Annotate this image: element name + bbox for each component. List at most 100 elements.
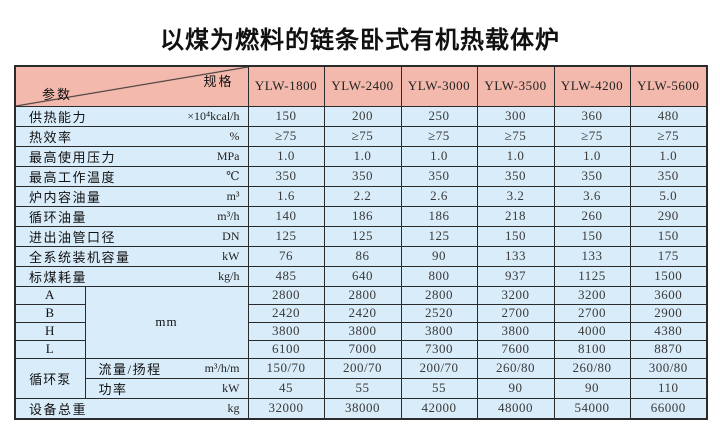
value-cell: 2800 [400, 285, 478, 305]
param-row: 标煤耗量 kg/h 485 640 800 937 1125 1500 [14, 265, 708, 287]
value-cell: 260/80 [476, 357, 555, 379]
value-cell: 150/70 [247, 357, 325, 379]
value-cell: 800 [400, 265, 478, 287]
value-cell: 360 [553, 105, 631, 127]
value-cell: 150 [629, 225, 708, 247]
value-cell: 2900 [629, 303, 708, 323]
value-cell: 260/80 [553, 357, 631, 379]
param-unit: m³/h [217, 208, 240, 223]
value-cell: 2420 [247, 303, 325, 323]
param-label: 炉内容油量 [29, 189, 102, 205]
value-cell: 1.0 [553, 145, 631, 167]
param-label-cell: 供热能力 ×10⁴kcal/h [14, 105, 249, 127]
value-cell: 2520 [400, 303, 478, 323]
value-cell: 133 [476, 245, 555, 267]
dimension-label-cell: H [14, 321, 86, 341]
pump-param-unit: m³/h/m [204, 360, 240, 375]
param-label: 进出油管口径 [29, 229, 117, 245]
value-cell: 3800 [400, 321, 478, 341]
param-label-cell: 最高工作温度 ℃ [14, 165, 249, 187]
value-cell: 3800 [247, 321, 325, 341]
table-header: 规格 参数 YLW-1800 YLW-2400 YLW-3000 YLW-350… [14, 65, 708, 107]
value-cell: 66000 [629, 397, 708, 419]
value-cell: 1.0 [323, 145, 402, 167]
value-cell: 76 [247, 245, 325, 267]
dimension-unit-cell: mm [84, 285, 249, 359]
corner-spec-label: 规格 [203, 74, 234, 89]
param-label-cell: 标煤耗量 kg/h [14, 265, 249, 287]
value-cell: 1.0 [476, 145, 555, 167]
table-body: 供热能力 ×10⁴kcal/h 150 200 250 300 360 480 热效率% ≥75 ≥… [14, 105, 708, 419]
value-cell: ≥75 [247, 125, 325, 147]
model-header: YLW-2400 [323, 65, 402, 107]
param-label: 供热能力 [29, 109, 88, 125]
value-cell: 6100 [247, 339, 325, 359]
value-cell: 1.0 [400, 145, 478, 167]
value-cell: 186 [323, 205, 402, 227]
value-cell: 133 [553, 245, 631, 267]
value-cell: 485 [247, 265, 325, 287]
param-unit: ×10⁴kcal/h [187, 108, 240, 123]
value-cell: 38000 [323, 397, 402, 419]
value-cell: 45 [247, 377, 325, 399]
corner-param-label: 参数 [42, 86, 73, 102]
model-header: YLW-3500 [476, 65, 555, 107]
value-cell: 8870 [629, 339, 708, 359]
param-label: 最高工作温度 [29, 169, 117, 185]
value-cell: 350 [400, 165, 478, 187]
value-cell: 8100 [553, 339, 631, 359]
param-unit: MPa [216, 148, 240, 163]
value-cell: 54000 [553, 397, 631, 419]
total-weight-label-cell: 设备总重 kg [14, 397, 249, 419]
param-label: 最高使用压力 [29, 149, 117, 165]
value-cell: 350 [553, 165, 631, 187]
value-cell: 48000 [476, 397, 555, 419]
param-label-cell: 热效率% [14, 125, 249, 147]
value-cell: ≥75 [323, 125, 402, 147]
total-weight-row: 设备总重 kg 32000 38000 42000 48000 54000 66000 [14, 397, 708, 419]
value-cell: 55 [323, 377, 402, 399]
value-cell: 3200 [553, 285, 631, 305]
value-cell: 175 [629, 245, 708, 267]
value-cell: 7300 [400, 339, 478, 359]
model-header: YLW-5600 [629, 65, 708, 107]
value-cell: 200/70 [323, 357, 402, 379]
value-cell: 140 [247, 205, 325, 227]
param-unit: ℃ [226, 168, 240, 183]
dimension-label-cell: L [14, 339, 86, 359]
value-cell: 3600 [629, 285, 708, 305]
param-unit: % [229, 128, 240, 143]
total-weight-label: 设备总重 [29, 401, 88, 417]
value-cell: 3800 [323, 321, 402, 341]
param-label: 全系统装机容量 [29, 249, 131, 265]
param-label-cell: 进出油管口径 DN [14, 225, 249, 247]
param-row: 最高使用压力 MPa 1.0 1.0 1.0 1.0 1.0 1.0 [14, 145, 708, 167]
param-row: 进出油管口径 DN 125 125 125 150 150 150 [14, 225, 708, 247]
value-cell: 125 [400, 225, 478, 247]
value-cell: 32000 [247, 397, 325, 419]
value-cell: 350 [629, 165, 708, 187]
value-cell: 350 [476, 165, 555, 187]
value-cell: 150 [476, 225, 555, 247]
total-weight-unit: kg [227, 400, 240, 415]
value-cell: 640 [323, 265, 402, 287]
corner-cell: 规格 参数 [14, 65, 249, 107]
param-label-cell: 全系统装机容量 kW [14, 245, 249, 267]
value-cell: 250 [400, 105, 478, 127]
pump-param-cell: 流量/扬程 m³/h/m [84, 357, 249, 379]
value-cell: 1500 [629, 265, 708, 287]
value-cell: 2700 [476, 303, 555, 323]
value-cell: 110 [629, 377, 708, 399]
model-header: YLW-1800 [247, 65, 325, 107]
value-cell: 186 [400, 205, 478, 227]
model-header: YLW-3000 [400, 65, 478, 107]
value-cell: 7000 [323, 339, 402, 359]
value-cell: 2700 [553, 303, 631, 323]
value-cell: 937 [476, 265, 555, 287]
param-row: 循环油量 m³/h 140 186 186 218 260 290 [14, 205, 708, 227]
value-cell: 42000 [400, 397, 478, 419]
param-unit: kg/h [218, 268, 240, 283]
param-label-cell: 循环油量 m³/h [14, 205, 249, 227]
value-cell: 2.2 [323, 185, 402, 207]
